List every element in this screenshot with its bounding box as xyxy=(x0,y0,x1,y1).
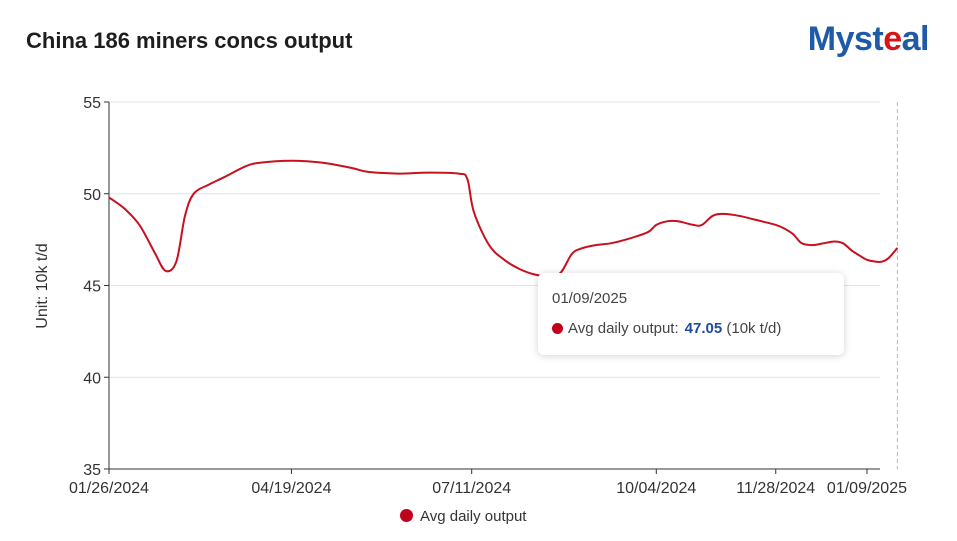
x-tick-label: 01/09/2025 xyxy=(827,480,907,497)
series-line-avg-daily-output[interactable] xyxy=(108,159,899,278)
series-marker-icon xyxy=(552,323,563,334)
tooltip-separator: : xyxy=(674,320,679,337)
y-axis: 35 40 45 50 55 xyxy=(83,95,110,479)
x-tick-label: 11/28/2024 xyxy=(736,480,815,497)
y-tick-label: 50 xyxy=(83,187,101,204)
legend-label: Avg daily output xyxy=(420,508,527,525)
chart-title: China 186 miners concs output xyxy=(26,28,353,53)
y-tick-label: 55 xyxy=(83,95,101,112)
x-tick-label: 01/26/2024 xyxy=(69,480,149,497)
tooltip-series-name: Avg daily output xyxy=(568,320,675,337)
y-tick-label: 45 xyxy=(83,279,101,296)
tooltip: 01/09/2025 Avg daily output: 47.05 (10k t… xyxy=(538,273,844,355)
y-tick-label: 40 xyxy=(83,370,101,387)
legend-marker-icon xyxy=(400,509,413,522)
mysteel-logo: Mysteal xyxy=(807,20,930,58)
x-tick-label: 04/19/2024 xyxy=(251,480,331,497)
y-axis-label: Unit: 10k t/d xyxy=(34,243,51,328)
y-tick-label: 35 xyxy=(83,462,101,479)
x-axis: 01/26/2024 04/19/2024 07/11/2024 10/04/2024… xyxy=(69,468,907,497)
tooltip-value: 47.05 xyxy=(684,320,723,337)
legend-item[interactable]: Avg daily output xyxy=(400,508,526,525)
x-tick-label: 07/11/2024 xyxy=(432,480,511,497)
tooltip-row: Avg daily output: 47.05 (10k t/d) xyxy=(552,320,781,337)
tooltip-date: 01/09/2025 xyxy=(552,290,628,307)
x-tick-label: 10/04/2024 xyxy=(616,480,696,497)
tooltip-unit: (10k t/d) xyxy=(726,320,782,337)
